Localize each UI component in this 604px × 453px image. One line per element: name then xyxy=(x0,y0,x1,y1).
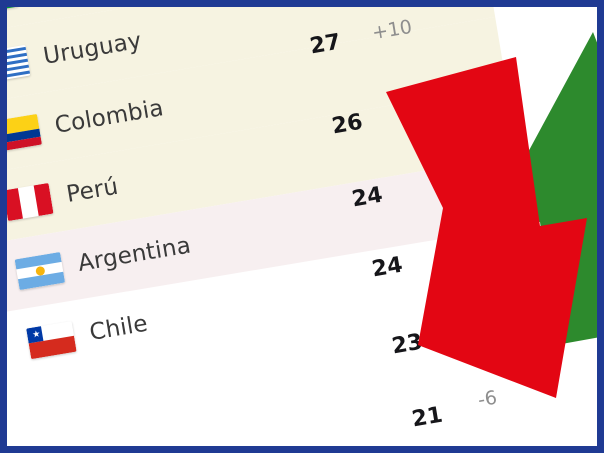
score-value: 21 xyxy=(410,402,445,433)
score-value: 24 xyxy=(350,182,385,213)
score-value: 24 xyxy=(370,252,405,283)
score-value: 27 xyxy=(308,29,343,60)
score-value: 23 xyxy=(390,329,425,360)
score-value: 26 xyxy=(330,109,365,140)
score-delta: -6 xyxy=(476,386,499,412)
score-delta: +10 xyxy=(370,15,414,45)
